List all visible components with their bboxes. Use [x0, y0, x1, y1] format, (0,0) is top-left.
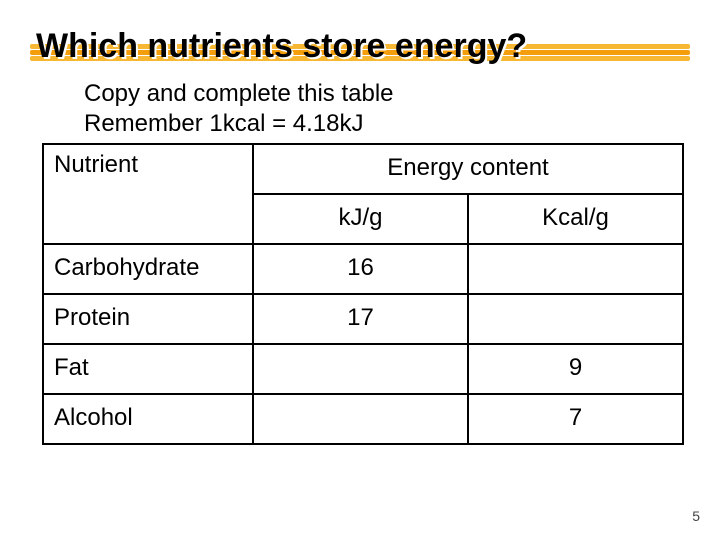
slide-title: Which nutrients store energy?: [36, 28, 684, 65]
cell-nutrient: Fat: [43, 344, 253, 394]
cell-kcal: [468, 244, 683, 294]
cell-kcal: 7: [468, 394, 683, 444]
title-wrap: Which nutrients store energy?: [36, 28, 684, 65]
cell-nutrient: Alcohol: [43, 394, 253, 444]
slide-container: Which nutrients store energy? Copy and c…: [0, 0, 720, 445]
instructions-line-2: Remember 1kcal = 4.18kJ: [84, 109, 684, 139]
cell-kcal: [468, 294, 683, 344]
page-number: 5: [692, 508, 700, 524]
table-row: Alcohol 7: [43, 394, 683, 444]
nutrient-table: Nutrient Energy content kJ/g Kcal/g Carb…: [42, 143, 684, 445]
table-header-row-1: Nutrient Energy content: [43, 144, 683, 194]
instructions-line-1: Copy and complete this table: [84, 79, 684, 109]
cell-kj: 17: [253, 294, 468, 344]
cell-kcal: 9: [468, 344, 683, 394]
cell-nutrient: Carbohydrate: [43, 244, 253, 294]
header-nutrient: Nutrient: [43, 144, 253, 244]
table-row: Protein 17: [43, 294, 683, 344]
header-kj: kJ/g: [253, 194, 468, 244]
cell-kj: 16: [253, 244, 468, 294]
cell-kj: [253, 344, 468, 394]
cell-kj: [253, 394, 468, 444]
table-row: Carbohydrate 16: [43, 244, 683, 294]
instructions-block: Copy and complete this table Remember 1k…: [84, 79, 684, 139]
table-row: Fat 9: [43, 344, 683, 394]
header-kcal: Kcal/g: [468, 194, 683, 244]
cell-nutrient: Protein: [43, 294, 253, 344]
header-energy-content: Energy content: [253, 144, 683, 194]
